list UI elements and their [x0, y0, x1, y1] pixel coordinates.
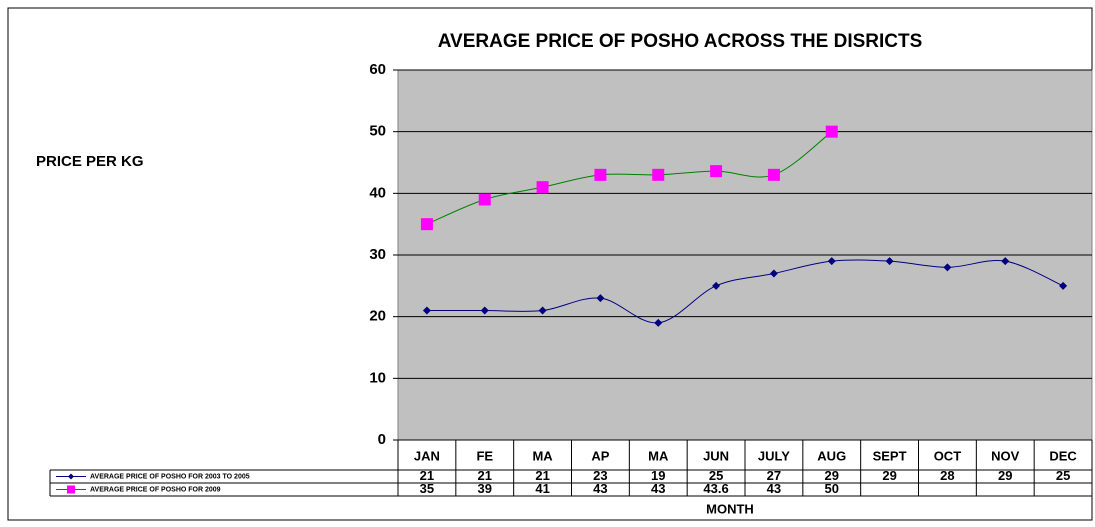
- table-value: 21: [535, 468, 549, 483]
- legend-label: AVERAGE PRICE OF POSHO FOR 2003 TO 2005: [90, 473, 250, 480]
- x-tick-label: DEC: [1049, 448, 1077, 463]
- table-value: 29: [825, 468, 839, 483]
- legend-marker: [67, 485, 75, 494]
- x-tick-label: SEPT: [873, 448, 907, 463]
- table-value: 39: [478, 481, 492, 496]
- point: [478, 193, 491, 206]
- y-tick-label: 30: [369, 246, 386, 263]
- table-value: 41: [535, 481, 549, 496]
- point: [536, 181, 549, 194]
- table-value: 21: [420, 468, 434, 483]
- point: [596, 294, 605, 303]
- chart-title: AVERAGE PRICE OF POSHO ACROSS THE DISRIC…: [438, 31, 923, 52]
- point: [767, 168, 780, 181]
- y-tick-label: 10: [369, 369, 386, 386]
- y-tick-label: 50: [369, 123, 386, 140]
- legend-label: AVERAGE PRICE OF POSHO FOR 2009: [90, 486, 221, 493]
- table-value: 25: [709, 468, 723, 483]
- x-tick-label: AP: [591, 448, 609, 463]
- point: [827, 257, 836, 266]
- x-tick-label: NOV: [991, 448, 1020, 463]
- table-value: 25: [1056, 468, 1070, 483]
- table-value: 27: [767, 468, 781, 483]
- point: [1059, 281, 1068, 290]
- y-tick-label: 60: [369, 61, 386, 78]
- point: [825, 125, 838, 138]
- table-value: 23: [593, 468, 607, 483]
- x-tick-label: JULY: [758, 448, 790, 463]
- table-value: 43: [651, 481, 665, 496]
- x-tick-label: JUN: [703, 448, 729, 463]
- x-tick-label: AUG: [817, 448, 846, 463]
- x-tick-label: MA: [532, 448, 553, 463]
- y-tick-label: 0: [378, 431, 386, 448]
- table-value: 43: [767, 481, 781, 496]
- x-tick-label: MA: [648, 448, 669, 463]
- x-tick-label: OCT: [934, 448, 962, 463]
- table-value: 21: [478, 468, 492, 483]
- table-value: 28: [940, 468, 954, 483]
- point: [594, 168, 607, 181]
- point: [885, 257, 894, 266]
- point: [538, 306, 547, 315]
- point: [652, 168, 665, 181]
- point: [943, 263, 952, 272]
- point: [712, 281, 721, 290]
- x-tick-label: JAN: [414, 448, 440, 463]
- point: [1001, 257, 1010, 266]
- table-value: 29: [998, 468, 1012, 483]
- point: [480, 306, 489, 315]
- x-tick-label: FE: [476, 448, 493, 463]
- table-value: 19: [651, 468, 665, 483]
- table-value: 29: [882, 468, 896, 483]
- legend-marker: [68, 473, 74, 480]
- point: [422, 306, 431, 315]
- table-value: 50: [825, 481, 839, 496]
- table-value: 43: [593, 481, 607, 496]
- y-tick-label: 40: [369, 184, 386, 201]
- table-value: 43.6: [703, 481, 728, 496]
- x-axis-label: MONTH: [706, 501, 754, 516]
- point: [420, 218, 433, 231]
- point: [654, 318, 663, 327]
- y-axis-label: PRICE PER KG: [36, 153, 144, 170]
- point: [710, 165, 723, 178]
- y-tick-label: 20: [369, 308, 386, 325]
- point: [769, 269, 778, 278]
- table-value: 35: [420, 481, 434, 496]
